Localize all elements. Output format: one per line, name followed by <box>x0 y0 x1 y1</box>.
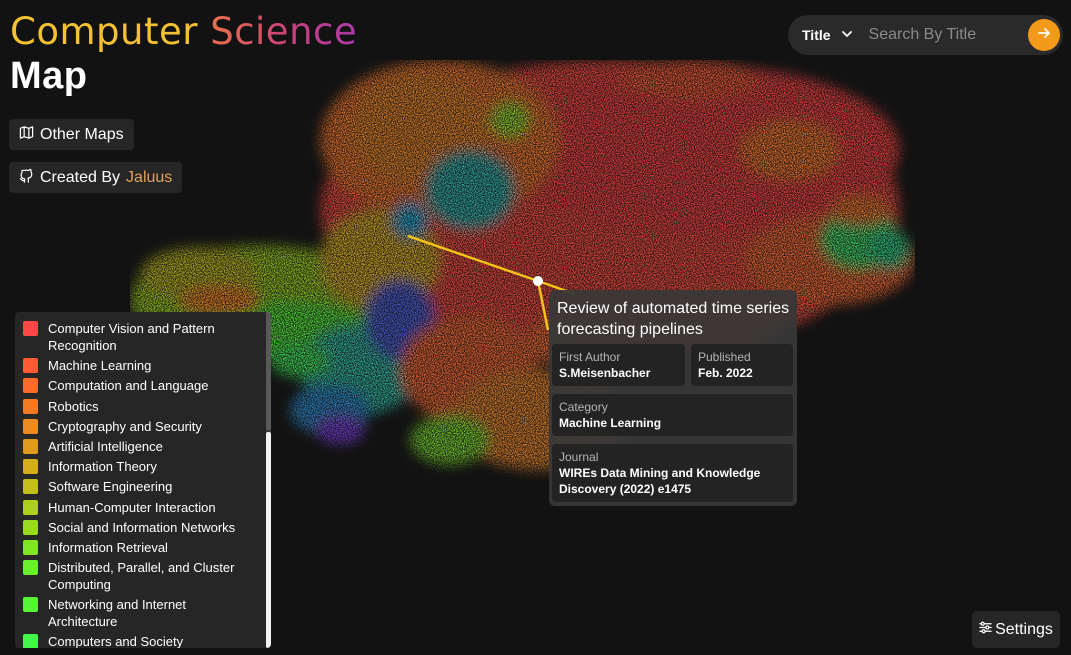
search-bar: Title <box>788 15 1063 55</box>
legend-item[interactable]: Computers and Society <box>23 633 248 648</box>
legend-swatch <box>23 519 38 535</box>
search-submit-button[interactable] <box>1028 19 1060 51</box>
legend-item[interactable]: Cryptography and Security <box>23 418 248 435</box>
legend-swatch <box>23 418 38 434</box>
legend-item[interactable]: Networking and Internet Architecture <box>23 596 248 630</box>
first-author-label: First Author <box>559 350 621 364</box>
paper-info-popup: Review of automated time series forecast… <box>549 290 797 506</box>
legend-item-label: Computation and Language <box>48 378 209 394</box>
legend-swatch <box>23 321 38 336</box>
legend-item[interactable]: Computation and Language <box>23 377 248 394</box>
legend-swatch <box>23 539 38 555</box>
legend-item-label: Networking and Internet Architecture <box>48 597 187 630</box>
legend-item-label: Human-Computer Interaction <box>48 499 216 515</box>
legend-item[interactable]: Computer Vision and Pattern Recognition <box>23 320 248 354</box>
paper-point-cloud <box>130 60 915 480</box>
legend-swatch <box>23 438 38 454</box>
other-maps-button[interactable]: Other Maps <box>9 119 134 150</box>
legend-item[interactable]: Social and Information Networks <box>23 519 248 536</box>
legend-swatch <box>23 398 38 414</box>
legend-item[interactable]: Information Retrieval <box>23 539 248 556</box>
legend-swatch <box>23 378 38 394</box>
journal-value: WIREs Data Mining and Knowledge Discover… <box>559 466 761 496</box>
legend-item[interactable]: Software Engineering <box>23 478 248 495</box>
category-card: Category Machine Learning <box>552 394 793 436</box>
github-icon <box>19 168 34 188</box>
legend-item-label: Computer Vision and Pattern Recognition <box>48 321 215 353</box>
published-value: Feb. 2022 <box>698 366 753 380</box>
arrow-right-icon <box>1036 25 1052 46</box>
legend-item[interactable]: Human-Computer Interaction <box>23 499 248 516</box>
other-maps-label: Other Maps <box>40 125 124 143</box>
created-by-label: Created By <box>40 168 121 186</box>
legend-swatch <box>23 597 38 613</box>
legend-item-label: Information Retrieval <box>48 539 168 555</box>
legend-item-label: Information Theory <box>48 459 157 475</box>
legend-swatch <box>23 560 38 576</box>
legend-swatch <box>23 479 38 495</box>
legend-item-label: Machine Learning <box>48 358 152 374</box>
journal-card: Journal WIREs Data Mining and Knowledge … <box>552 444 793 502</box>
legend-scrollbar-thumb[interactable] <box>266 432 271 648</box>
map-icon <box>19 125 34 145</box>
legend-item-label: Software Engineering <box>48 479 173 495</box>
settings-button[interactable]: Settings <box>972 611 1060 648</box>
title-word-map: Map <box>10 55 88 97</box>
legend-item[interactable]: Robotics <box>23 398 248 415</box>
page-title: Computer Science Map <box>10 10 357 98</box>
settings-label: Settings <box>995 620 1053 638</box>
legend-item-label: Distributed, Parallel, and Cluster Compu… <box>48 560 235 593</box>
title-word-science: Science <box>210 10 358 53</box>
paper-title: Review of automated time series forecast… <box>557 300 790 338</box>
legend-swatch <box>23 634 38 648</box>
legend-swatch <box>23 358 38 374</box>
legend-item-label: Artificial Intelligence <box>48 438 163 454</box>
title-word-computer: Computer <box>10 10 198 53</box>
published-card: Published Feb. 2022 <box>691 344 793 386</box>
created-by-button[interactable]: Created By Jaluus <box>9 162 183 193</box>
search-mode-value: Title <box>802 27 831 43</box>
legend-item-label: Cryptography and Security <box>48 418 202 434</box>
published-label: Published <box>698 350 751 364</box>
legend-item-label: Computers and Society <box>48 634 184 648</box>
legend-item[interactable]: Distributed, Parallel, and Cluster Compu… <box>23 559 248 593</box>
category-label: Category <box>559 400 608 414</box>
category-legend: Computer Vision and Pattern Recognition M… <box>15 312 271 648</box>
journal-label: Journal <box>559 450 599 464</box>
first-author-value: S.Meisenbacher <box>559 366 651 380</box>
legend-item[interactable]: Machine Learning <box>23 357 248 374</box>
search-input[interactable] <box>866 25 1021 45</box>
category-value: Machine Learning <box>559 416 662 430</box>
author-link[interactable]: Jaluus <box>126 168 173 186</box>
legend-swatch <box>23 459 38 475</box>
legend-scrollbar-upper <box>266 312 271 430</box>
legend-item[interactable]: Artificial Intelligence <box>23 438 248 455</box>
sliders-icon <box>979 621 992 639</box>
first-author-card: First Author S.Meisenbacher <box>552 344 685 386</box>
legend-item-label: Robotics <box>48 398 99 414</box>
chevron-down-icon <box>841 27 853 43</box>
legend-swatch <box>23 499 38 515</box>
legend-item[interactable]: Information Theory <box>23 458 248 475</box>
legend-list: Computer Vision and Pattern Recognition M… <box>15 312 271 648</box>
legend-item-label: Social and Information Networks <box>48 519 236 535</box>
search-mode-select[interactable]: Title <box>802 27 853 43</box>
